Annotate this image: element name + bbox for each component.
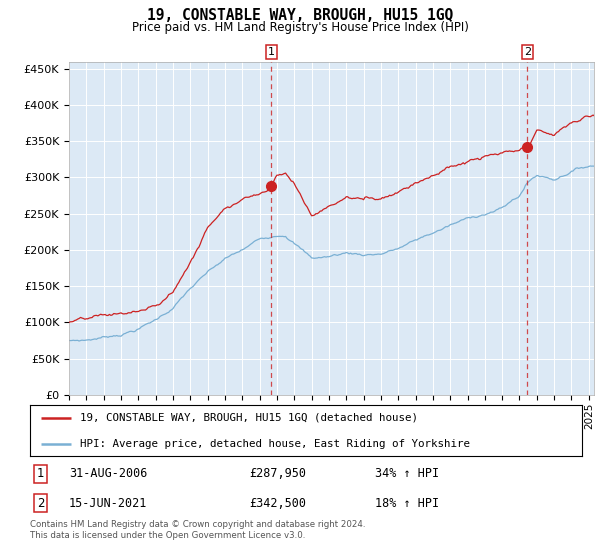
- Text: 2: 2: [524, 46, 531, 57]
- Text: 19, CONSTABLE WAY, BROUGH, HU15 1GQ (detached house): 19, CONSTABLE WAY, BROUGH, HU15 1GQ (det…: [80, 413, 418, 423]
- Text: 1: 1: [268, 46, 275, 57]
- Text: HPI: Average price, detached house, East Riding of Yorkshire: HPI: Average price, detached house, East…: [80, 438, 470, 449]
- Text: £342,500: £342,500: [249, 497, 306, 510]
- Text: 18% ↑ HPI: 18% ↑ HPI: [375, 497, 439, 510]
- Text: 15-JUN-2021: 15-JUN-2021: [69, 497, 148, 510]
- Text: Price paid vs. HM Land Registry's House Price Index (HPI): Price paid vs. HM Land Registry's House …: [131, 21, 469, 34]
- Text: 1: 1: [37, 468, 44, 480]
- Text: 34% ↑ HPI: 34% ↑ HPI: [375, 468, 439, 480]
- Text: £287,950: £287,950: [249, 468, 306, 480]
- Text: 31-AUG-2006: 31-AUG-2006: [69, 468, 148, 480]
- Text: 2: 2: [37, 497, 44, 510]
- Text: 19, CONSTABLE WAY, BROUGH, HU15 1GQ: 19, CONSTABLE WAY, BROUGH, HU15 1GQ: [147, 8, 453, 24]
- Text: Contains HM Land Registry data © Crown copyright and database right 2024.
This d: Contains HM Land Registry data © Crown c…: [30, 520, 365, 540]
